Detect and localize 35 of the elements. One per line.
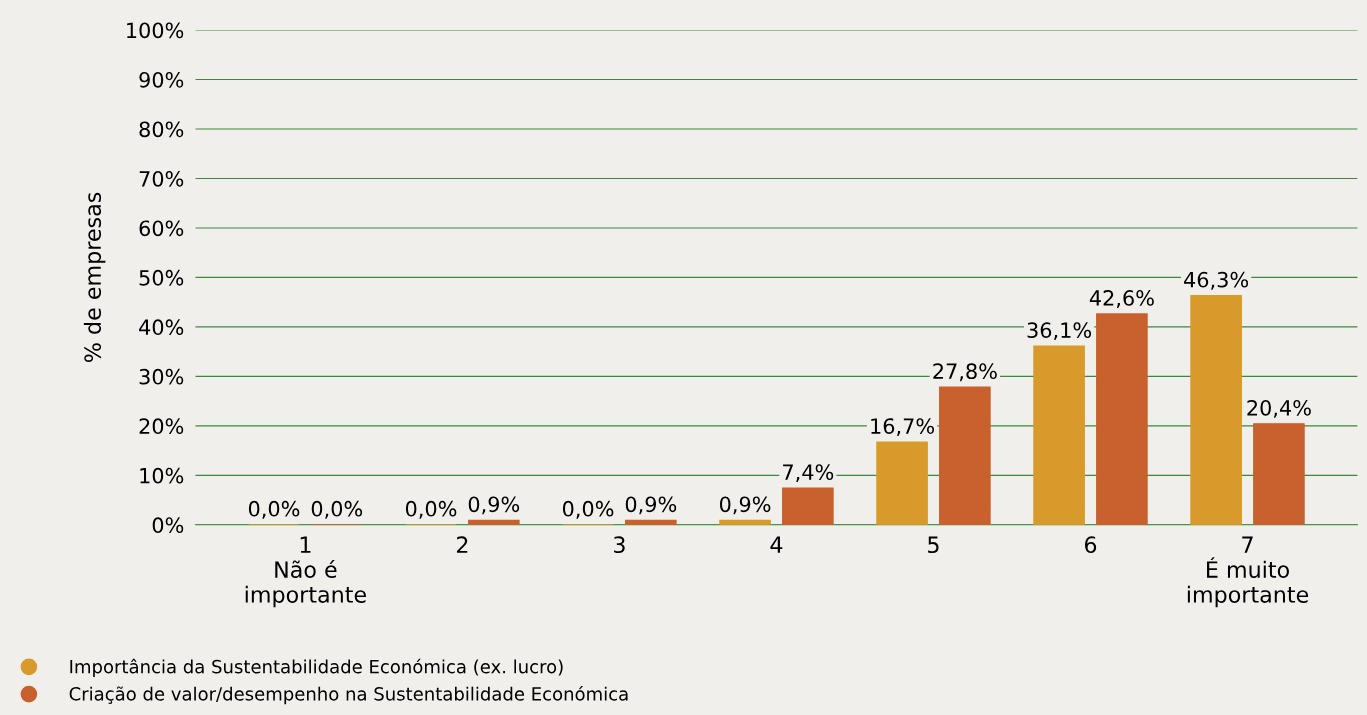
y-tick-label: 10% — [140, 467, 184, 484]
x-tick-label: 1 Não é importante — [245, 536, 366, 608]
x-tick-label: 5 — [928, 536, 939, 554]
x-tick-label: 4 — [770, 536, 783, 553]
data-label: 0,9% — [468, 496, 520, 515]
data-label: 46,3% — [1184, 271, 1249, 290]
x-tick-label: 6 — [1084, 536, 1097, 554]
data-label: 0,0% — [405, 500, 457, 519]
data-label: 0,0% — [248, 500, 300, 519]
y-tick-label: 100% — [127, 22, 184, 39]
y-tick-label: 30% — [139, 368, 184, 385]
y-tick-label: 20% — [139, 418, 184, 435]
y-tick-label: 90% — [139, 71, 184, 88]
y-tick-label: 70% — [139, 170, 184, 187]
data-label: 0,0% — [562, 500, 614, 519]
data-label: 0,9% — [719, 496, 771, 515]
data-label: 7,4% — [783, 464, 834, 483]
legend-label: Criação de valor/desempenho na Sustentabilidade Económica — [69, 685, 628, 705]
data-label: 42,6% — [1089, 290, 1154, 308]
y-tick-label: 0% — [152, 517, 184, 534]
y-tick-label: 80% — [139, 121, 184, 138]
y-tick-label: 50% — [139, 269, 184, 286]
data-label: 0,9% — [625, 496, 677, 515]
data-label: 36,1% — [1027, 322, 1092, 341]
x-tick-label: 2 — [456, 536, 468, 553]
y-axis-title: % de empresas — [83, 192, 106, 362]
data-label: 20,4% — [1247, 399, 1311, 418]
y-tick-label: 60% — [139, 220, 184, 237]
x-tick-label: 7 É muito importante — [1187, 536, 1309, 608]
data-label: 0,0% — [311, 500, 363, 519]
y-tick-label: 40% — [139, 319, 184, 336]
x-tick-label: 3 — [614, 536, 625, 554]
data-label: 16,7% — [871, 418, 935, 437]
data-label: 27,8% — [933, 363, 997, 382]
legend-label: Importância da Sustentabilidade Económica (ex. lucro) — [70, 658, 563, 677]
